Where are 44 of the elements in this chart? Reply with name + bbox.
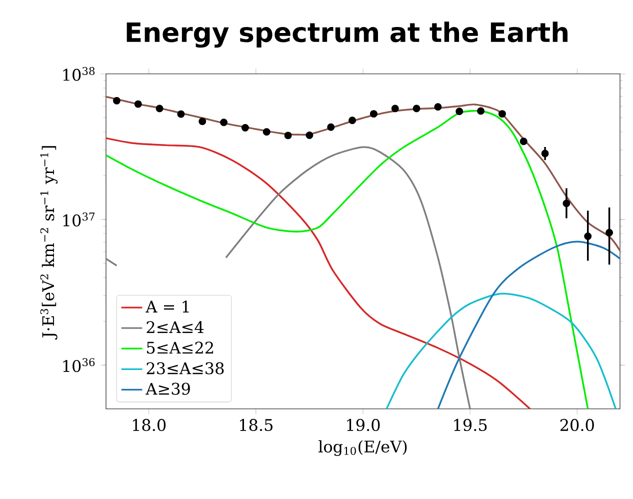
point — [284, 132, 292, 140]
point — [112, 96, 120, 104]
point — [584, 232, 592, 240]
point — [348, 116, 356, 124]
point — [220, 118, 228, 126]
x-tick-label: 19.0 — [347, 418, 380, 432]
legend-label: 23≤A≤38 — [146, 362, 224, 374]
point — [606, 228, 614, 236]
point — [262, 128, 270, 136]
point — [327, 123, 335, 131]
y-tick-label: 10$^{37}$ — [63, 212, 95, 226]
line-series — [106, 96, 620, 252]
point — [391, 104, 399, 112]
x-tick-label: 19.5 — [454, 418, 487, 432]
chart-title: Energy spectrum at the Earth — [126, 22, 568, 48]
x-tick-label: 20.0 — [560, 418, 594, 432]
point — [156, 104, 164, 112]
point — [456, 108, 464, 116]
legend-label: 5≤A≤22 — [147, 342, 214, 354]
legend-label: A = 1 — [146, 300, 189, 312]
line-series — [437, 240, 620, 409]
point — [520, 138, 528, 146]
legend-label: A≥39 — [146, 382, 190, 395]
point — [434, 103, 442, 111]
point — [241, 124, 249, 132]
y-tick-label: 10$^{38}$ — [63, 66, 95, 81]
line-series — [106, 137, 531, 409]
x-axis-title: log$_{10}$(E/eV) — [318, 440, 407, 456]
x-tick-label: 18.5 — [240, 418, 272, 432]
line-series — [386, 292, 617, 409]
y-tick-label: 10$^{36}$ — [63, 358, 95, 372]
point — [477, 107, 485, 115]
point — [134, 100, 142, 108]
point — [412, 104, 420, 112]
x-tick-label: 18.0 — [132, 418, 166, 432]
point — [498, 110, 506, 118]
point — [177, 110, 185, 118]
point — [198, 118, 206, 126]
point — [370, 110, 378, 118]
legend-label: 2≤A≤4 — [146, 321, 204, 333]
point — [562, 200, 570, 208]
point — [306, 132, 314, 140]
point — [541, 150, 549, 158]
text: J·E$^{3}$[eV$^{2}$ km$^{−2}$ sr$^{−1}$ yr$^{−1}$] — [40, 146, 58, 340]
